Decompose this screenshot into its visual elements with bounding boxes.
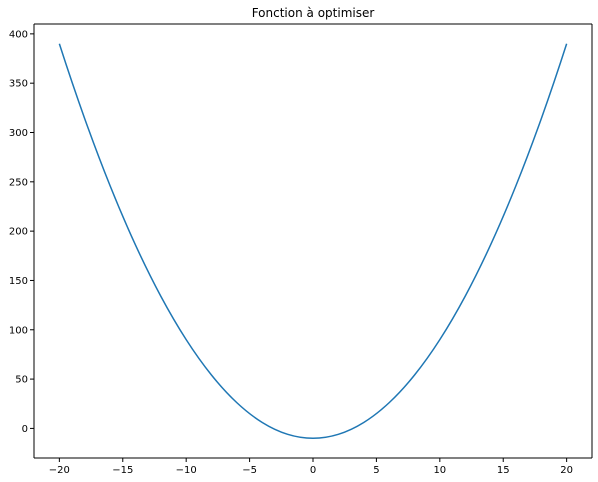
plot-frame [33,23,593,459]
y-tick-label: 350 [9,79,28,90]
x-tick-label: 20 [560,465,573,476]
x-tick-label: −10 [176,465,197,476]
y-tick-label: 150 [9,276,28,287]
y-tick-label: 250 [9,177,28,188]
chart-title: Fonction à optimiser [252,6,375,20]
x-tick-label: 10 [433,465,446,476]
x-tick-label: 5 [373,465,379,476]
plot-area [34,24,592,458]
series-line [58,43,568,440]
series-layer [58,43,568,440]
y-tick-label: 0 [22,424,28,435]
x-tick-label: −15 [112,465,133,476]
y-tick-label: 50 [15,375,28,386]
y-tick-label: 200 [9,227,28,238]
x-tick-label: 15 [497,465,510,476]
y-tick-label: 400 [9,29,28,40]
y-tick-label: 300 [9,128,28,139]
x-tick-label: −5 [242,465,257,476]
y-tick-label: 100 [9,325,28,336]
axis-ticks: −20 −15 −10 −5 0 5 10 15 20050100150200250300350… [9,29,573,476]
x-tick-label: 0 [310,465,316,476]
x-tick-label: −20 [49,465,70,476]
